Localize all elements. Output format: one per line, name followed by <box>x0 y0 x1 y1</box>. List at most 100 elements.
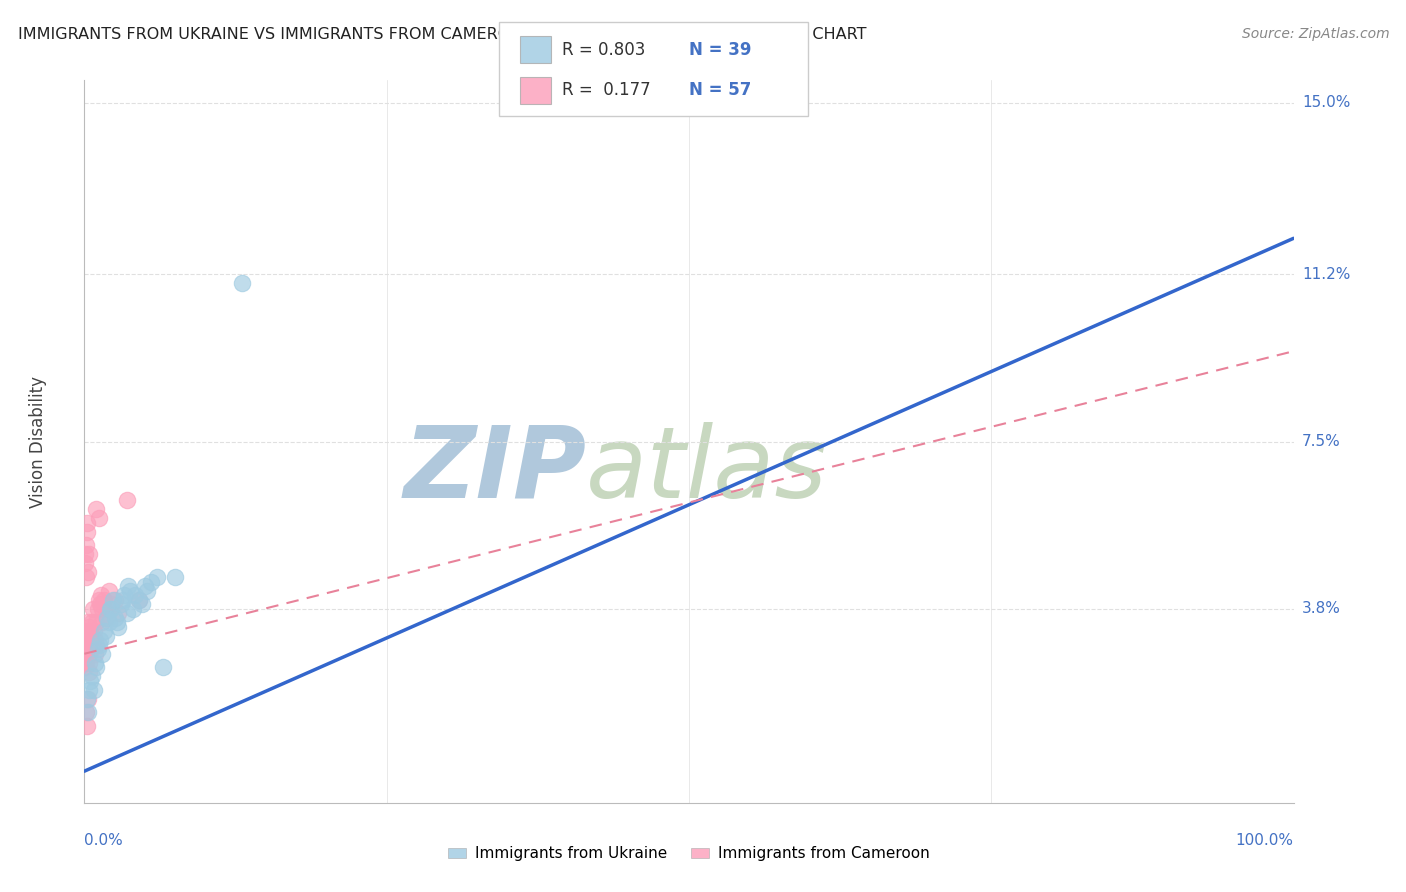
Text: N = 39: N = 39 <box>689 40 751 59</box>
Point <box>112 588 135 602</box>
Point <box>105 615 128 630</box>
Text: atlas: atlas <box>586 422 828 519</box>
Text: 3.8%: 3.8% <box>1302 601 1341 616</box>
Point <box>89 633 111 648</box>
Point <box>79 624 101 639</box>
Point <box>231 277 253 291</box>
Point <box>77 682 100 697</box>
Point <box>87 592 110 607</box>
Point <box>117 579 139 593</box>
Point <box>87 511 110 525</box>
Point <box>124 588 146 602</box>
Point <box>75 638 97 652</box>
Point <box>80 669 103 683</box>
Text: N = 57: N = 57 <box>689 81 751 99</box>
Point <box>80 629 103 643</box>
Point <box>86 601 108 615</box>
Point <box>115 493 138 508</box>
Point <box>136 583 159 598</box>
Point <box>104 592 127 607</box>
Text: R = 0.803: R = 0.803 <box>562 40 645 59</box>
Point <box>80 642 103 657</box>
Text: 100.0%: 100.0% <box>1236 833 1294 848</box>
Point <box>75 647 97 661</box>
Point <box>91 647 114 661</box>
Text: IMMIGRANTS FROM UKRAINE VS IMMIGRANTS FROM CAMEROON VISION DISABILITY CORRELATIO: IMMIGRANTS FROM UKRAINE VS IMMIGRANTS FR… <box>18 27 866 42</box>
Text: R =  0.177: R = 0.177 <box>562 81 651 99</box>
Point <box>139 574 162 589</box>
Point <box>93 592 115 607</box>
Point <box>115 606 138 620</box>
Point <box>97 615 120 630</box>
Point <box>87 638 110 652</box>
Point <box>77 656 100 670</box>
Point <box>83 633 105 648</box>
Point <box>75 656 97 670</box>
Point <box>82 601 104 615</box>
Point <box>107 606 129 620</box>
Point <box>77 615 100 630</box>
Point <box>97 583 120 598</box>
Point <box>77 620 100 634</box>
Point <box>152 660 174 674</box>
Point <box>76 651 98 665</box>
Point <box>120 583 142 598</box>
Text: 11.2%: 11.2% <box>1302 267 1350 282</box>
Point <box>83 624 105 639</box>
Point <box>86 642 108 657</box>
Point <box>76 516 98 530</box>
Point <box>103 592 125 607</box>
Text: 15.0%: 15.0% <box>1302 95 1350 111</box>
Point <box>90 588 112 602</box>
Point <box>86 660 108 674</box>
Point <box>76 638 98 652</box>
Point <box>146 570 169 584</box>
Point <box>75 538 97 552</box>
Point <box>94 629 117 643</box>
Point <box>104 610 127 624</box>
Point <box>76 719 98 733</box>
Point <box>82 638 104 652</box>
Point <box>84 647 107 661</box>
Point <box>84 638 107 652</box>
Point <box>79 673 101 688</box>
Text: ZIP: ZIP <box>404 422 586 519</box>
Point <box>93 624 115 639</box>
Point <box>91 615 114 630</box>
Point <box>112 592 135 607</box>
Point <box>76 524 98 539</box>
Point <box>77 566 100 580</box>
Point <box>131 597 153 611</box>
Point <box>73 557 96 571</box>
Point <box>77 629 100 643</box>
Point <box>77 548 100 562</box>
Point <box>89 597 111 611</box>
Point <box>77 665 100 679</box>
Point <box>121 601 143 615</box>
Point <box>165 570 187 584</box>
Point <box>94 610 117 624</box>
Point <box>75 570 97 584</box>
Text: Vision Disability: Vision Disability <box>30 376 48 508</box>
Point <box>84 656 107 670</box>
Text: Source: ZipAtlas.com: Source: ZipAtlas.com <box>1241 27 1389 41</box>
Point <box>128 592 150 607</box>
Point <box>75 706 97 720</box>
Point <box>86 615 108 630</box>
Point <box>83 682 105 697</box>
Point <box>107 620 129 634</box>
Point <box>77 706 100 720</box>
Point <box>75 548 97 562</box>
Point <box>86 502 108 516</box>
Point <box>82 615 104 630</box>
Point <box>110 597 132 611</box>
Legend: Immigrants from Ukraine, Immigrants from Cameroon: Immigrants from Ukraine, Immigrants from… <box>441 840 936 867</box>
Point <box>98 601 121 615</box>
Point <box>97 601 120 615</box>
Point <box>76 692 98 706</box>
Point <box>76 642 98 657</box>
Point <box>96 610 118 624</box>
Point <box>75 629 97 643</box>
Point <box>77 692 100 706</box>
Point <box>73 660 96 674</box>
